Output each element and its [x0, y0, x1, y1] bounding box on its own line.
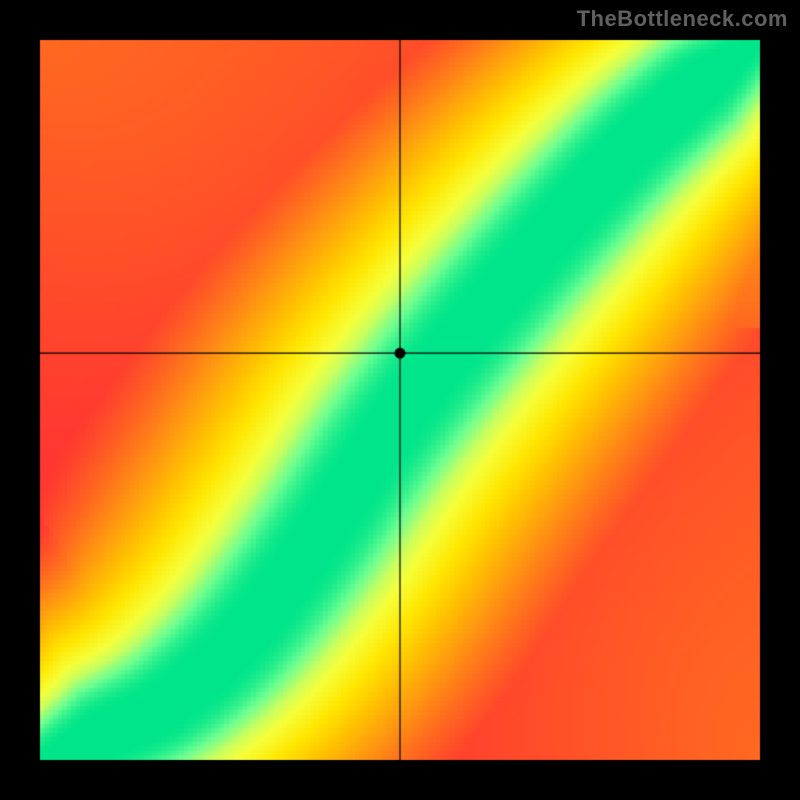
bottleneck-heatmap: [0, 0, 800, 800]
watermark-text: TheBottleneck.com: [577, 6, 788, 32]
chart-container: { "watermark": { "text": "TheBottleneck.…: [0, 0, 800, 800]
